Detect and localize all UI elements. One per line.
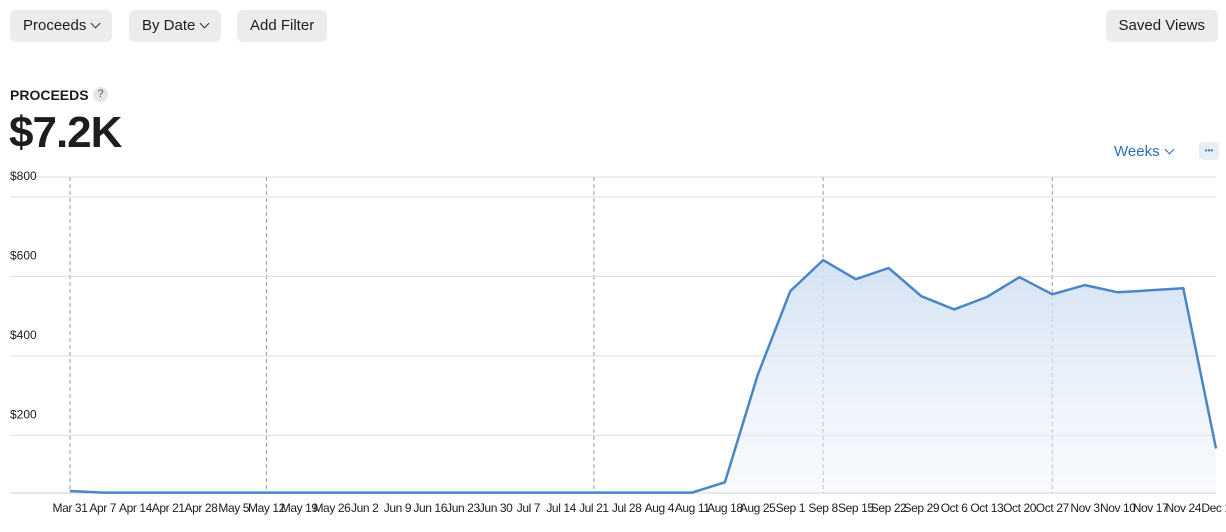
line xyxy=(69,258,1218,494)
x-tick-label: Oct 13 xyxy=(970,501,1004,515)
x-tick-label: Mar 31 xyxy=(53,501,89,515)
x-tick-label: Jul 21 xyxy=(579,501,609,515)
add-filter-button[interactable]: Add Filter xyxy=(237,10,328,42)
x-tick-label: May 19 xyxy=(281,501,319,515)
x-tick-label: Aug 25 xyxy=(740,501,776,515)
x-tick-label: Jul 7 xyxy=(517,501,541,515)
x-tick-label: May 26 xyxy=(313,501,351,515)
x-tick-label: Aug 18 xyxy=(707,501,743,515)
x-tick-label: Sep 22 xyxy=(871,501,907,515)
x-tick-label: Apr 14 xyxy=(119,501,153,515)
x-tick-label: Jun 16 xyxy=(413,501,447,515)
x-tick-label: Aug 4 xyxy=(645,501,675,515)
help-icon[interactable]: ? xyxy=(93,87,108,102)
x-tick-label: Nov 17 xyxy=(1133,501,1169,515)
x-tick-label: Dec 1 xyxy=(1201,501,1226,515)
metric-label: PROCEEDS xyxy=(10,87,89,103)
x-tick-label: May 12 xyxy=(248,501,286,515)
x-tick-label: Oct 27 xyxy=(1036,501,1070,515)
saved-views-button[interactable]: Saved Views xyxy=(1105,10,1218,42)
more-button[interactable]: ••• xyxy=(1199,142,1219,160)
proceeds-button[interactable]: Proceeds xyxy=(10,10,113,42)
y-tick-label: $600 xyxy=(10,249,37,263)
y-tick-label: $800 xyxy=(10,169,37,183)
x-tick-label: Jul 14 xyxy=(546,501,576,515)
x-tick-label: Jun 2 xyxy=(351,501,379,515)
x-tick-label: Oct 20 xyxy=(1003,501,1037,515)
x-tick-label: Apr 21 xyxy=(152,501,186,515)
x-tick-label: Jun 23 xyxy=(446,501,480,515)
button-label: Proceeds xyxy=(23,17,87,34)
button-label: By Date xyxy=(142,17,196,34)
x-tick-label: May 5 xyxy=(218,501,249,515)
x-tick-label: Apr 7 xyxy=(89,501,116,515)
button-label: Add Filter xyxy=(250,17,315,34)
x-tick-label: Jun 30 xyxy=(479,501,513,515)
by-date-button[interactable]: By Date xyxy=(129,10,222,42)
y-tick-label: $200 xyxy=(10,408,37,422)
area-fill xyxy=(70,260,1216,493)
metric-total: $7.2K xyxy=(9,108,122,157)
x-tick-label: Aug 11 xyxy=(675,501,710,515)
x-tick-label: Sep 8 xyxy=(808,501,838,515)
button-label: Saved Views xyxy=(1118,17,1205,34)
x-tick-label: Nov 3 xyxy=(1070,501,1100,515)
x-tick-label: Sep 15 xyxy=(838,501,874,515)
x-tick-label: Oct 6 xyxy=(941,501,968,515)
y-tick-label: $400 xyxy=(10,328,37,342)
x-tick-label: Nov 10 xyxy=(1100,501,1136,515)
x-tick-label: Sep 29 xyxy=(903,501,939,515)
period-dropdown[interactable]: Weeks xyxy=(1114,143,1175,160)
x-tick-label: Apr 28 xyxy=(184,501,218,515)
x-tick-label: Jul 28 xyxy=(612,501,642,515)
x-tick-label: Jun 9 xyxy=(384,501,412,515)
x-tick-label: Sep 1 xyxy=(776,501,806,515)
x-tick-label: Nov 24 xyxy=(1165,501,1201,515)
period-label: Weeks xyxy=(1114,143,1160,160)
